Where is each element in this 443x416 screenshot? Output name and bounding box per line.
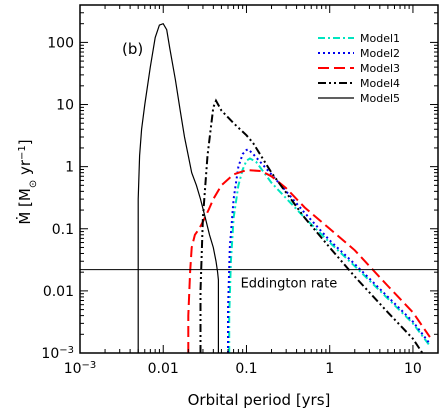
legend-label-2: Model2	[360, 47, 400, 60]
series-line-4	[199, 98, 424, 353]
ticks-layer	[79, 4, 439, 354]
x-tick-label: 0.1	[235, 361, 257, 377]
x-tick-label: 10	[404, 361, 422, 377]
y-title-sup: −1	[17, 145, 28, 160]
eddington-label: Eddington rate	[241, 277, 338, 292]
panel-label: (b)	[122, 40, 143, 58]
legend-label-3: Model3	[360, 62, 400, 75]
legend: Model1 Model2 Model3 Model4 Model5	[318, 32, 400, 105]
legend-label-1: Model1	[360, 32, 400, 45]
x-tick-label: 10−3	[64, 360, 97, 378]
y-tick-label: 100	[47, 35, 74, 51]
x-tick-label: 0.01	[148, 361, 179, 377]
y-title-end: ]	[16, 139, 34, 145]
plot-frame	[79, 4, 439, 354]
y-title-main: Ṁ [M	[15, 188, 34, 225]
series-layer	[137, 22, 431, 353]
y-title-mid: yr	[16, 159, 34, 180]
legend-label-4: Model4	[360, 77, 400, 90]
x-axis-title: Orbital period [yrs]	[188, 391, 331, 409]
y-tick-label: 0.1	[52, 222, 74, 238]
y-axis-title: Ṁ [M⊙ yr−1]	[15, 139, 39, 224]
y-title-sub: ⊙	[28, 180, 39, 188]
x-tick-labels: 10−3 0.01 0.1 1 10	[64, 360, 422, 378]
series-line-2	[227, 148, 431, 353]
y-tick-label: 10	[56, 98, 74, 114]
y-tick-label: 0.01	[43, 284, 74, 300]
series-line-1	[228, 157, 431, 353]
y-tick-label: 10−3	[41, 345, 74, 363]
y-tick-labels: 10−3 0.01 0.1 1 10 100	[41, 35, 74, 362]
series-line-5	[137, 22, 219, 353]
y-tick-label: 1	[65, 160, 74, 176]
series-line-3	[187, 169, 431, 353]
legend-label-5: Model5	[360, 92, 400, 105]
x-tick-label: 1	[325, 361, 334, 377]
